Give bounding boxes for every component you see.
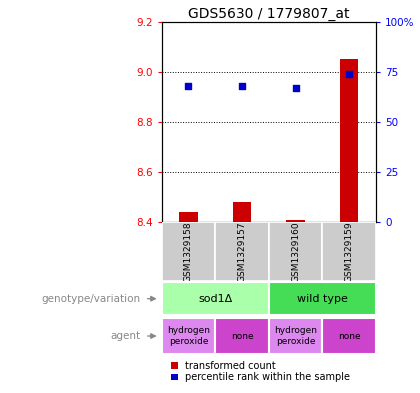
Bar	[215, 222, 269, 281]
Point	[346, 71, 352, 77]
Title: GDS5630 / 1779807_at: GDS5630 / 1779807_at	[188, 7, 349, 20]
Bar	[215, 318, 269, 354]
Point	[185, 83, 192, 89]
Bar	[340, 59, 359, 222]
Bar	[269, 222, 323, 281]
Bar	[323, 318, 376, 354]
Point	[292, 84, 299, 91]
Text: genotype/variation: genotype/variation	[42, 294, 141, 304]
Text: GSM1329159: GSM1329159	[345, 221, 354, 282]
Bar	[162, 283, 269, 315]
Bar	[233, 202, 252, 222]
Text: sod1Δ: sod1Δ	[198, 294, 232, 304]
Bar	[269, 318, 323, 354]
Legend: transformed count, percentile rank within the sample: transformed count, percentile rank withi…	[171, 360, 350, 382]
Text: hydrogen
peroxide: hydrogen peroxide	[167, 326, 210, 346]
Text: GSM1329157: GSM1329157	[238, 221, 247, 282]
Text: none: none	[338, 332, 360, 340]
Point	[239, 83, 245, 89]
Text: GSM1329160: GSM1329160	[291, 221, 300, 282]
Bar	[162, 222, 215, 281]
Text: GSM1329158: GSM1329158	[184, 221, 193, 282]
Text: wild type: wild type	[297, 294, 348, 304]
Bar	[269, 283, 376, 315]
Bar	[286, 220, 305, 222]
Bar	[179, 212, 198, 222]
Bar	[323, 222, 376, 281]
Text: hydrogen
peroxide: hydrogen peroxide	[274, 326, 317, 346]
Text: agent: agent	[110, 331, 141, 341]
Bar	[162, 318, 215, 354]
Text: none: none	[231, 332, 253, 340]
